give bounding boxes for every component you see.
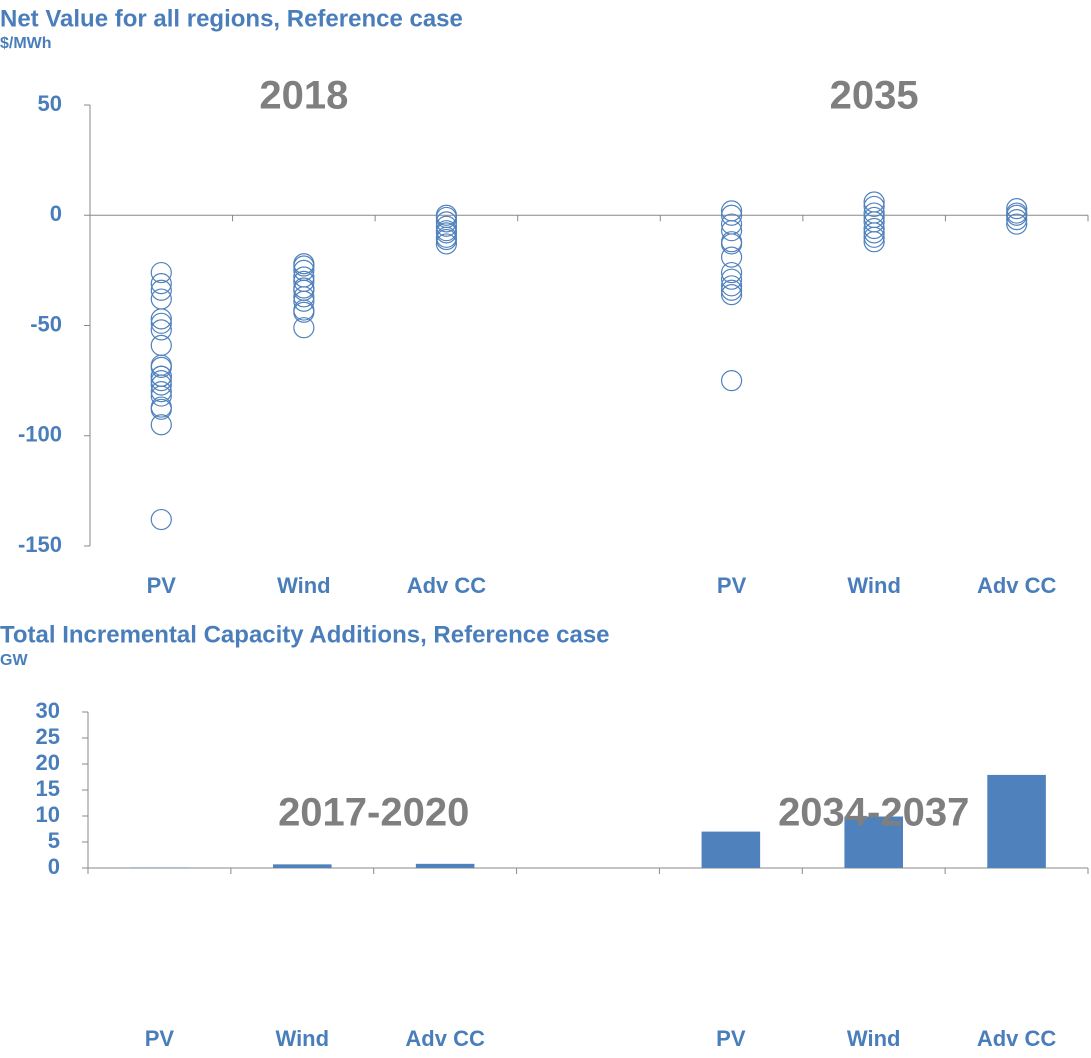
y-tick-label: -100 [18, 422, 62, 447]
point [863, 226, 885, 248]
point [150, 279, 172, 301]
point [150, 273, 172, 295]
point [150, 312, 172, 334]
point [293, 301, 315, 323]
y-tick-label: 5 [48, 828, 60, 853]
point [150, 334, 172, 356]
x-tick-label: Wind [276, 1026, 330, 1051]
x-tick-label: Adv CC [977, 1026, 1057, 1051]
y-tick-label: 50 [38, 91, 62, 116]
point [1006, 198, 1028, 220]
point [435, 211, 458, 233]
point [863, 191, 885, 213]
bar [273, 864, 332, 868]
point [863, 222, 885, 244]
point [150, 508, 172, 531]
point [720, 220, 743, 242]
y-tick-label: 0 [50, 201, 62, 226]
point [720, 246, 743, 268]
point [720, 200, 743, 222]
point [435, 228, 458, 251]
point [150, 288, 172, 310]
point [720, 268, 743, 290]
point [150, 414, 172, 436]
point [720, 231, 743, 253]
bar [701, 831, 761, 868]
x-tick-label: Wind [847, 573, 901, 598]
point [293, 286, 315, 308]
point [150, 354, 172, 376]
point [150, 370, 172, 392]
point [720, 279, 743, 301]
x-tick-label: PV [716, 1026, 746, 1051]
point [1006, 204, 1028, 226]
bar [130, 867, 189, 868]
annotation: 2034-2037 [778, 791, 969, 835]
point [150, 356, 172, 378]
x-tick-label: Adv CC [977, 573, 1057, 598]
x-tick-label: Wind [277, 573, 331, 598]
x-tick-label: PV [717, 573, 747, 598]
point [435, 233, 458, 255]
point [720, 204, 743, 226]
point [1006, 213, 1028, 235]
point [293, 255, 315, 277]
point [720, 284, 743, 306]
bar [415, 863, 475, 868]
point [435, 222, 458, 244]
x-tick-label: PV [145, 1026, 175, 1051]
point [1006, 209, 1028, 231]
point [150, 308, 172, 330]
chart-subtitle: GW [0, 652, 28, 669]
annotation: 2018 [259, 74, 348, 118]
bar [844, 816, 903, 868]
point [150, 385, 172, 407]
y-tick-label: 30 [36, 698, 60, 723]
point [720, 233, 743, 255]
annotation: 2017-2020 [278, 791, 469, 835]
point [293, 299, 315, 321]
point [150, 381, 172, 403]
point [150, 365, 172, 387]
point [435, 206, 458, 229]
point [150, 261, 172, 284]
x-tick-label: PV [147, 573, 177, 598]
bar [987, 774, 1046, 868]
chart-title: Total Incremental Capacity Additions, Re… [0, 621, 610, 648]
y-tick-label: -50 [30, 311, 62, 336]
annotation: 2035 [830, 74, 919, 118]
chart-title: Net Value for all regions, Reference cas… [0, 5, 463, 32]
x-tick-label: Adv CC [407, 573, 487, 598]
x-tick-label: Adv CC [405, 1026, 485, 1051]
point [720, 275, 743, 297]
point [293, 317, 315, 339]
point [720, 261, 743, 284]
point [863, 206, 885, 229]
y-tick-label: 15 [36, 776, 60, 801]
point [150, 374, 172, 396]
point [150, 319, 172, 341]
point [150, 398, 172, 420]
y-tick-label: 0 [48, 854, 60, 879]
point [863, 195, 885, 218]
y-tick-label: 10 [36, 802, 60, 827]
point [293, 290, 315, 312]
chart-subtitle: $/MWh [0, 35, 52, 52]
point [863, 231, 885, 253]
point [863, 217, 885, 240]
y-tick-label: -150 [18, 532, 62, 557]
x-tick-label: Wind [847, 1026, 901, 1051]
point [150, 396, 172, 418]
point [720, 370, 743, 392]
y-tick-label: 20 [36, 750, 60, 775]
y-tick-label: 25 [36, 724, 60, 749]
point [435, 215, 458, 237]
